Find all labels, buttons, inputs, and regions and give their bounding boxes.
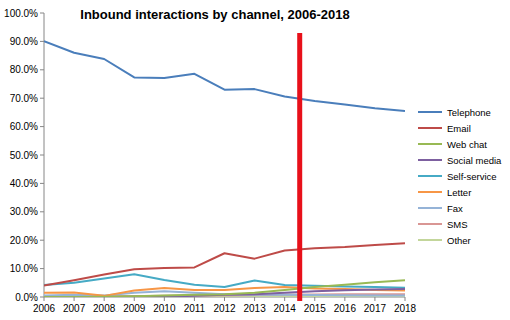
legend-swatch <box>418 175 442 177</box>
x-tick <box>44 297 45 301</box>
y-tick-label: 60.0% <box>10 121 38 132</box>
legend-swatch <box>418 239 442 241</box>
y-tick <box>40 268 44 269</box>
y-tick-label: 0.0% <box>15 292 38 303</box>
y-tick-label: 20.0% <box>10 235 38 246</box>
plot-area <box>44 41 405 297</box>
legend-label: Letter <box>447 187 471 198</box>
y-tick <box>40 183 44 184</box>
series-line <box>44 41 405 111</box>
legend-swatch <box>418 127 442 129</box>
x-tick-label: 2010 <box>153 303 176 314</box>
x-tick <box>194 297 195 301</box>
x-tick <box>314 297 315 301</box>
y-tick-label: 30.0% <box>10 206 38 217</box>
legend-swatch <box>418 159 442 161</box>
legend-swatch <box>418 191 442 193</box>
y-tick <box>40 211 44 212</box>
x-tick <box>284 297 285 301</box>
legend-label: Other <box>447 235 471 246</box>
legend-label: SMS <box>447 219 468 230</box>
legend-label: Self-service <box>447 171 497 182</box>
chart-container: Inbound interactions by channel, 2006-20… <box>0 0 510 320</box>
legend: Telephone Email Web chat Social media Self-s… <box>418 107 502 246</box>
legend-label: Telephone <box>447 107 491 118</box>
x-tick-label: 2017 <box>364 303 387 314</box>
x-tick-label: 2016 <box>334 303 357 314</box>
y-tick <box>40 98 44 99</box>
y-tick <box>40 155 44 156</box>
legend-label: Email <box>447 123 471 134</box>
x-tick-label: 2015 <box>304 303 327 314</box>
x-tick-label: 2013 <box>243 303 266 314</box>
chart-svg: Inbound interactions by channel, 2006-20… <box>0 0 510 320</box>
legend-label: Social media <box>447 155 502 166</box>
x-tick <box>254 297 255 301</box>
x-tick-label: 2014 <box>274 303 297 314</box>
x-tick-label: 2008 <box>93 303 116 314</box>
x-tick-label: 2012 <box>213 303 236 314</box>
legend-swatch <box>418 207 442 209</box>
y-tick <box>40 13 44 14</box>
title: Inbound interactions by channel, 2006-20… <box>80 7 349 22</box>
legend-label: Web chat <box>447 139 487 150</box>
y-tick <box>40 69 44 70</box>
x-tick <box>344 297 345 301</box>
x-tick-label: 2009 <box>123 303 146 314</box>
y-tick-label: 50.0% <box>10 150 38 161</box>
y-tick-label: 100.0% <box>4 8 38 19</box>
x-tick <box>405 297 406 301</box>
legend-swatch <box>418 143 442 145</box>
y-tick <box>40 41 44 42</box>
y-tick <box>40 240 44 241</box>
x-tick <box>374 297 375 301</box>
y-tick-label: 40.0% <box>10 178 38 189</box>
x-tick <box>224 297 225 301</box>
x-tick <box>104 297 105 301</box>
x-tick <box>164 297 165 301</box>
legend-swatch <box>418 223 442 225</box>
y-tick <box>40 297 44 298</box>
x-tick <box>74 297 75 301</box>
series-line <box>44 280 405 297</box>
x-tick-label: 2006 <box>33 303 56 314</box>
x-tick-label: 2007 <box>63 303 86 314</box>
y-tick-label: 70.0% <box>10 93 38 104</box>
x-tick <box>134 297 135 301</box>
y-tick <box>40 126 44 127</box>
legend-label: Fax <box>447 203 463 214</box>
y-tick-label: 80.0% <box>10 64 38 75</box>
x-tick-label: 2018 <box>394 303 417 314</box>
y-tick-label: 10.0% <box>10 263 38 274</box>
divider-line <box>297 33 302 301</box>
x-tick-label: 2011 <box>184 303 206 314</box>
legend-swatch <box>418 111 442 113</box>
y-tick-label: 90.0% <box>10 36 38 47</box>
series-line <box>44 243 405 285</box>
